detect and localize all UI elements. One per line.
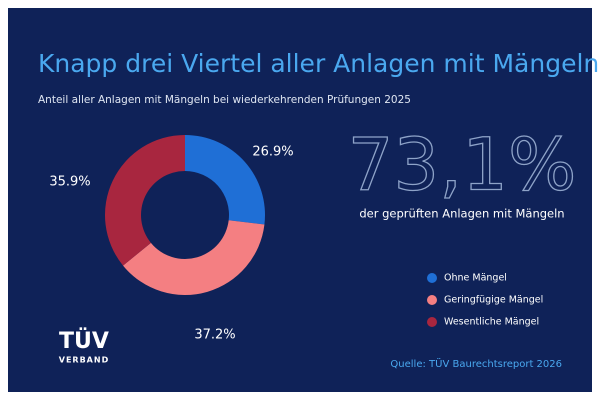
- value-label: 37.2%: [194, 328, 235, 343]
- donut-segment: [123, 220, 265, 295]
- background: [8, 8, 592, 392]
- value-label: 26.9%: [252, 145, 293, 160]
- legend-swatch: [427, 273, 437, 283]
- chart-subtitle: Anteil aller Anlagen mit Mängeln bei wie…: [38, 94, 411, 106]
- logo-brand: TÜV: [59, 328, 109, 354]
- highlight: 73,1%: [348, 123, 577, 207]
- donut-segment: [185, 135, 265, 225]
- highlight-caption: der geprüften Anlagen mit Mängeln: [359, 207, 564, 221]
- legend-label: Ohne Mängel: [444, 273, 507, 284]
- logo-sub: VERBAND: [59, 356, 109, 365]
- value-label: 35.9%: [49, 175, 90, 190]
- source: Quelle: TÜV Baurechtsreport 2026: [390, 357, 562, 370]
- donut-segment: [105, 135, 185, 266]
- legend-label: Wesentliche Mängel: [444, 317, 539, 328]
- legend-swatch: [427, 295, 437, 305]
- chart-title: Knapp drei Viertel aller Anlagen mit Män…: [38, 49, 599, 78]
- legend-swatch: [427, 317, 437, 327]
- legend-label: Geringfügige Mängel: [444, 295, 543, 306]
